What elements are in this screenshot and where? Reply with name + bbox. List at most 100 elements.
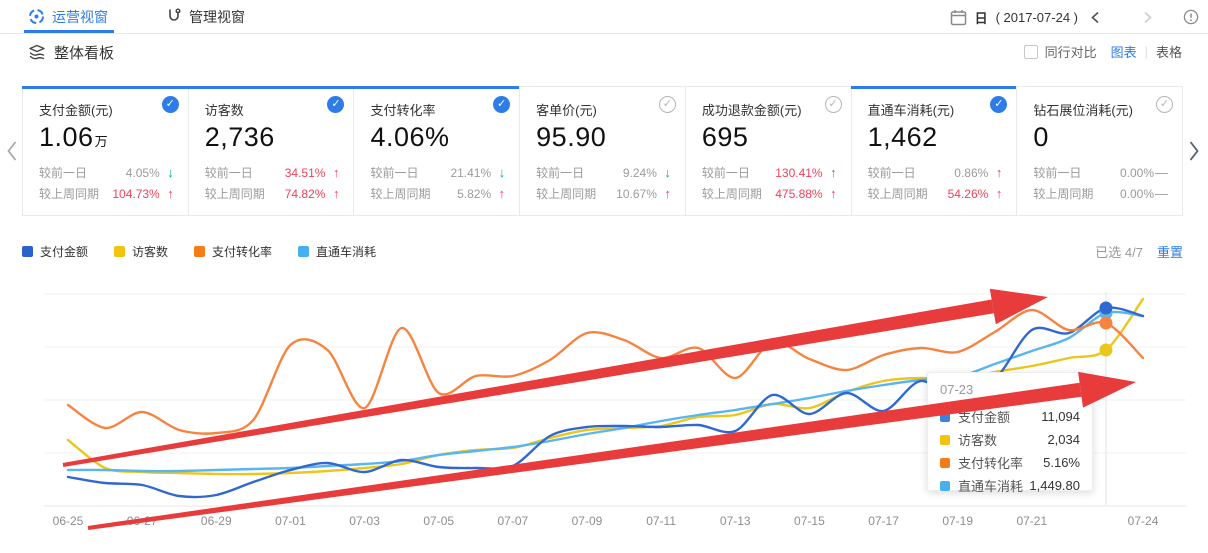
metric-compare-row: 较上周同期 54.26% ↑ [867,186,1003,201]
reset-button[interactable]: 重置 [1156,244,1183,260]
up-arrow-icon: ↑ [498,186,506,201]
x-axis-label: 07-21 [1016,514,1047,528]
tab-operation-view[interactable]: 运营视窗 [24,0,114,33]
tooltip-date: 07-23 [940,382,974,397]
date-next-button[interactable] [1138,8,1156,26]
metric-title: 钻石展位消耗(元) [1033,103,1133,118]
legend-items: 支付金额 访客数 支付转化率 直通车消耗 [22,243,402,260]
metric-card[interactable]: ✓ 钻石展位消耗(元) 0 较前一日 0.00% — 较上周同期 0.00% — [1016,86,1184,216]
chevron-right-icon [1189,141,1199,161]
metric-value: 695 [701,122,749,152]
view-table-button[interactable]: 表格 [1155,45,1182,60]
info-icon [1183,9,1199,25]
x-axis-label: 06-27 [127,514,158,528]
metric-compare-row: 较上周同期 104.73% ↑ [39,186,174,201]
check-badge-icon[interactable]: ✓ [824,96,842,113]
x-axis-label: 06-29 [201,514,232,528]
metric-card[interactable]: ✓ 支付转化率 4.06% 较前一日 21.41% ↓ 较上周同期 5.82% ↑ [353,86,521,216]
cards-scroll-right-button[interactable] [1188,140,1200,168]
chart-tooltip: 07-23 支付金额 11,094 访客数 2,034 支付转化率 5.16% 直通车消耗 1… [927,372,1093,494]
x-axis-label: 07-17 [868,514,899,528]
check-badge-icon[interactable]: ✓ [1156,96,1174,113]
metric-compare-row: 较前一日 4.05% ↓ [39,165,174,180]
down-arrow-icon: ↓ [167,165,174,180]
x-axis-label: 07-11 [646,514,676,528]
metric-card[interactable]: ✓ 成功退款金额(元) 695 较前一日 130.41% ↑ 较上周同期 475.88% ↑ [684,86,852,216]
metric-title: 客单价(元) [536,103,597,118]
up-arrow-icon: ↑ [167,186,174,201]
legend-swatch [194,245,206,257]
date-prev-button[interactable] [1086,8,1104,26]
up-arrow-icon: ↑ [830,186,837,201]
check-badge-icon[interactable]: ✓ [990,96,1008,113]
x-axis-label: 07-05 [423,514,454,528]
x-axis-label: 07-24 [1128,514,1159,528]
metric-compare-row: 较上周同期 74.82% ↑ [204,186,340,201]
tab-management-view[interactable]: 管理视窗 [166,0,245,33]
check-badge-icon[interactable]: ✓ [658,96,676,113]
tab-management-label: 管理视窗 [189,8,245,25]
active-tab-underline [24,30,114,33]
metric-card[interactable]: ✓ 直通车消耗(元) 1,462 较前一日 0.86% ↑ 较上周同期 54.26% ↑ [850,86,1018,216]
x-axis-label: 07-19 [942,514,973,528]
metric-value: 4.06% [370,122,450,152]
x-axis-label: 07-13 [720,514,751,528]
peer-compare-checkbox[interactable] [1023,44,1038,59]
management-view-icon [169,8,181,21]
trend-chart[interactable]: 06-25 06-27 06-29 07-01 07-03 07-05 07-07 07-09… [0,264,1208,553]
legend-swatch [298,245,310,257]
legend-item[interactable]: 支付转化率 [194,243,272,260]
legend-item[interactable]: 直通车消耗 [298,243,376,260]
metric-title: 成功退款金额(元) [701,103,802,118]
x-axis-label: 07-01 [275,514,306,528]
metric-compare-row: 较上周同期 10.67% ↑ [536,186,671,201]
metric-title: 支付转化率 [370,103,436,118]
selected-card-bar [353,86,521,89]
metric-compare-row: 较上周同期 475.88% ↑ [701,186,837,201]
legend-right: 已选 4/7 重置 [1095,242,1183,261]
tab-operation-label: 运营视窗 [52,8,108,25]
metric-card[interactable]: ✓ 支付金额(元) 1.06万 较前一日 4.05% ↓ 较上周同期 104.73% ↑ [22,86,189,216]
metric-compare-row: 较前一日 9.24% ↓ [536,165,671,180]
info-button[interactable] [1182,8,1200,26]
chevron-right-icon [1143,11,1152,23]
chart-legend-bar: 支付金额 访客数 支付转化率 直通车消耗 已选 4/7 重置 [22,240,1183,262]
view-switch: 图表 | 表格 [1111,42,1182,61]
metric-value: 2,736 [204,122,275,152]
view-chart-button[interactable]: 图表 [1110,45,1137,60]
date-granularity: 日 [974,10,988,26]
chevron-left-icon [1090,11,1099,23]
metric-card[interactable]: ✓ 访客数 2,736 较前一日 34.51% ↑ 较上周同期 74.82% ↑ [187,86,355,216]
up-arrow-icon: ↑ [332,186,340,201]
selected-card-bar [850,86,1018,89]
metric-compare-row: 较上周同期 0.00% — [1033,186,1169,201]
calendar-icon [950,9,966,25]
board-title: 整体看板 [28,42,114,63]
check-badge-icon[interactable]: ✓ [161,96,179,113]
legend-item[interactable]: 访客数 [114,243,168,260]
tooltip-row: 直通车消耗 1,449.80 [940,474,1080,497]
legend-item[interactable]: 支付金额 [22,243,88,260]
metric-compare-row: 较前一日 0.00% — [1033,165,1169,180]
metric-compare-row: 较前一日 130.41% ↑ [701,165,837,180]
board-header-bar: 整体看板 同行对比 图表 | 表格 [0,35,1208,69]
flat-arrow-icon: — [1155,186,1169,201]
up-arrow-icon: ↑ [332,165,340,180]
peer-compare-toggle[interactable]: 同行对比 [1023,42,1097,61]
metric-compare-row: 较前一日 0.86% ↑ [867,165,1003,180]
metric-value: 95.90 [536,122,607,152]
check-badge-icon[interactable]: ✓ [493,96,511,113]
top-nav-bar: 运营视窗 管理视窗 日 ( 2017-07-24 ) [0,0,1208,34]
up-arrow-icon: ↑ [995,186,1003,201]
selected-card-bar [22,86,189,89]
down-arrow-icon: ↓ [664,165,671,180]
selected-count-label: 已选 4/7 [1095,244,1143,260]
date-picker[interactable]: 日 ( 2017-07-24 ) [950,0,1078,34]
metric-card[interactable]: ✓ 客单价(元) 95.90 较前一日 9.24% ↓ 较上周同期 10.67% ↑ [519,86,686,216]
metric-cards-row: ✓ 支付金额(元) 1.06万 较前一日 4.05% ↓ 较上周同期 104.73% ↑ ✓ 访客数… [22,86,1184,216]
cards-scroll-left-button[interactable] [6,140,18,168]
metric-title: 访客数 [204,103,244,118]
metric-title: 直通车消耗(元) [867,103,955,118]
check-badge-icon[interactable]: ✓ [327,96,345,113]
